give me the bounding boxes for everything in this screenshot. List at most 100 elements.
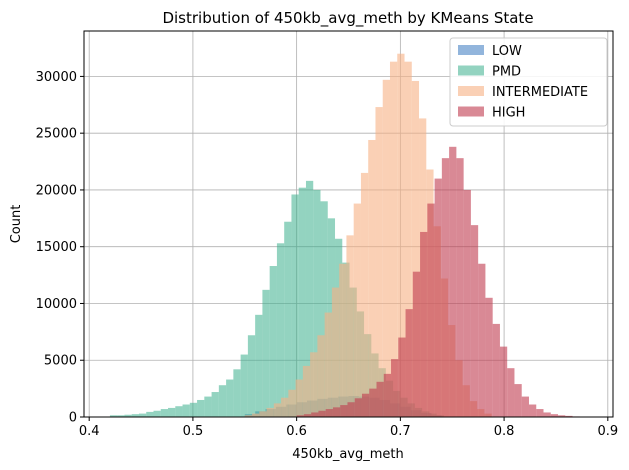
histogram-bar bbox=[492, 323, 500, 417]
histogram-bar bbox=[211, 392, 219, 417]
histogram-bar bbox=[499, 346, 508, 417]
y-tick-label: 20000 bbox=[36, 183, 77, 198]
histogram-bar bbox=[168, 407, 176, 417]
axis-ticks: 0.4 0.5 0.6 0.7 0.8 0.9 0 5000 10000 15000 20000 25… bbox=[36, 70, 619, 439]
histogram-bar bbox=[536, 409, 544, 417]
histogram-bar bbox=[247, 335, 256, 417]
histogram-bar bbox=[449, 146, 457, 418]
histogram-bar bbox=[318, 410, 326, 417]
histogram-bar bbox=[259, 411, 267, 417]
histogram-bar bbox=[340, 405, 348, 417]
histogram-bar bbox=[405, 309, 413, 417]
legend-box bbox=[449, 37, 608, 127]
histogram-bar bbox=[324, 312, 332, 417]
histogram-bar bbox=[354, 398, 362, 417]
legend-swatch bbox=[458, 106, 484, 117]
x-tick-label: 0.6 bbox=[286, 424, 307, 439]
series-high bbox=[296, 146, 580, 418]
histogram-bar bbox=[441, 158, 450, 417]
histogram-bar bbox=[331, 287, 340, 417]
histogram-bar bbox=[311, 412, 319, 417]
histogram-bar bbox=[244, 415, 253, 417]
histogram-bar bbox=[276, 243, 285, 417]
histogram-bar bbox=[478, 263, 486, 417]
histogram-bar bbox=[543, 412, 551, 417]
histogram-bar bbox=[160, 409, 169, 417]
histogram-bar bbox=[391, 359, 399, 417]
legend-swatch bbox=[458, 45, 484, 55]
histogram-bar bbox=[346, 235, 354, 417]
histogram-bar bbox=[383, 373, 392, 417]
legend: LOW PMD INTERMEDIATE HIGH bbox=[449, 37, 608, 127]
legend-swatch bbox=[458, 86, 484, 96]
histogram-bar bbox=[317, 335, 325, 417]
histogram-bar bbox=[131, 414, 139, 417]
histogram-bar bbox=[310, 352, 318, 417]
histogram-bar bbox=[398, 337, 406, 417]
histogram-bar bbox=[269, 266, 277, 417]
histogram-bar bbox=[252, 413, 260, 417]
histogram-bar bbox=[124, 414, 132, 417]
histogram-bar bbox=[313, 189, 321, 417]
histogram-bar bbox=[305, 180, 314, 417]
histogram-bar bbox=[298, 187, 306, 417]
y-tick-label: 10000 bbox=[36, 297, 77, 312]
histogram-bar bbox=[411, 80, 420, 417]
histogram-bar bbox=[281, 397, 289, 417]
histogram-bar bbox=[291, 194, 299, 417]
x-tick-label: 0.4 bbox=[79, 424, 100, 439]
histogram-bar bbox=[507, 368, 515, 417]
x-tick-label: 0.8 bbox=[494, 424, 515, 439]
histogram-bar bbox=[369, 388, 377, 417]
histogram-bar bbox=[303, 414, 312, 417]
histogram-bar bbox=[463, 189, 471, 417]
histogram-bar bbox=[233, 369, 241, 417]
histogram-bar bbox=[347, 402, 355, 417]
histogram-bar bbox=[521, 396, 529, 417]
histogram-bar bbox=[427, 203, 435, 417]
histogram-bar bbox=[138, 413, 147, 417]
histogram-bar bbox=[175, 406, 183, 417]
histogram-bar bbox=[146, 411, 154, 417]
plot-frame bbox=[83, 30, 614, 418]
histogram-bar bbox=[485, 297, 493, 417]
y-tick-label: 30000 bbox=[36, 70, 77, 85]
histogram-bar bbox=[240, 354, 248, 417]
histogram-bar bbox=[339, 263, 347, 417]
histogram-bar bbox=[218, 385, 227, 417]
histogram-bar bbox=[558, 415, 566, 417]
y-axis-label: Count bbox=[9, 205, 24, 244]
histogram-bar bbox=[189, 402, 198, 417]
chart-title: Distribution of 450kb_avg_meth by KMeans… bbox=[162, 9, 533, 28]
histogram-bar bbox=[376, 381, 384, 417]
histogram-bar bbox=[266, 407, 274, 417]
histogram-bar bbox=[197, 399, 205, 417]
histogram-bar bbox=[389, 61, 398, 417]
histogram-bar bbox=[361, 393, 370, 417]
y-tick-label: 0 bbox=[69, 411, 77, 426]
histogram-bar bbox=[382, 79, 390, 417]
histogram-bar bbox=[284, 221, 292, 417]
histogram-bar bbox=[514, 384, 522, 417]
histogram-bar bbox=[368, 139, 376, 418]
histogram-bar bbox=[153, 410, 161, 417]
histogram-bar bbox=[296, 415, 304, 417]
histogram-bar bbox=[325, 409, 333, 417]
x-tick-label: 0.5 bbox=[183, 424, 204, 439]
x-tick-label: 0.9 bbox=[597, 424, 618, 439]
histogram-bar bbox=[528, 404, 537, 417]
histogram-bar bbox=[182, 404, 190, 417]
legend-label: INTERMEDIATE bbox=[492, 85, 588, 100]
histogram-bar bbox=[375, 107, 383, 418]
legend-label: LOW bbox=[492, 44, 522, 59]
histogram-bar bbox=[434, 178, 442, 417]
histogram-bar bbox=[117, 415, 125, 417]
histogram-bar bbox=[456, 158, 464, 417]
histogram-bar bbox=[302, 365, 311, 417]
legend-label: HIGH bbox=[492, 106, 525, 121]
histogram-bar bbox=[360, 172, 369, 417]
histogram-bar bbox=[226, 379, 234, 417]
histogram-bar bbox=[412, 271, 421, 417]
histogram-bar bbox=[262, 289, 270, 417]
